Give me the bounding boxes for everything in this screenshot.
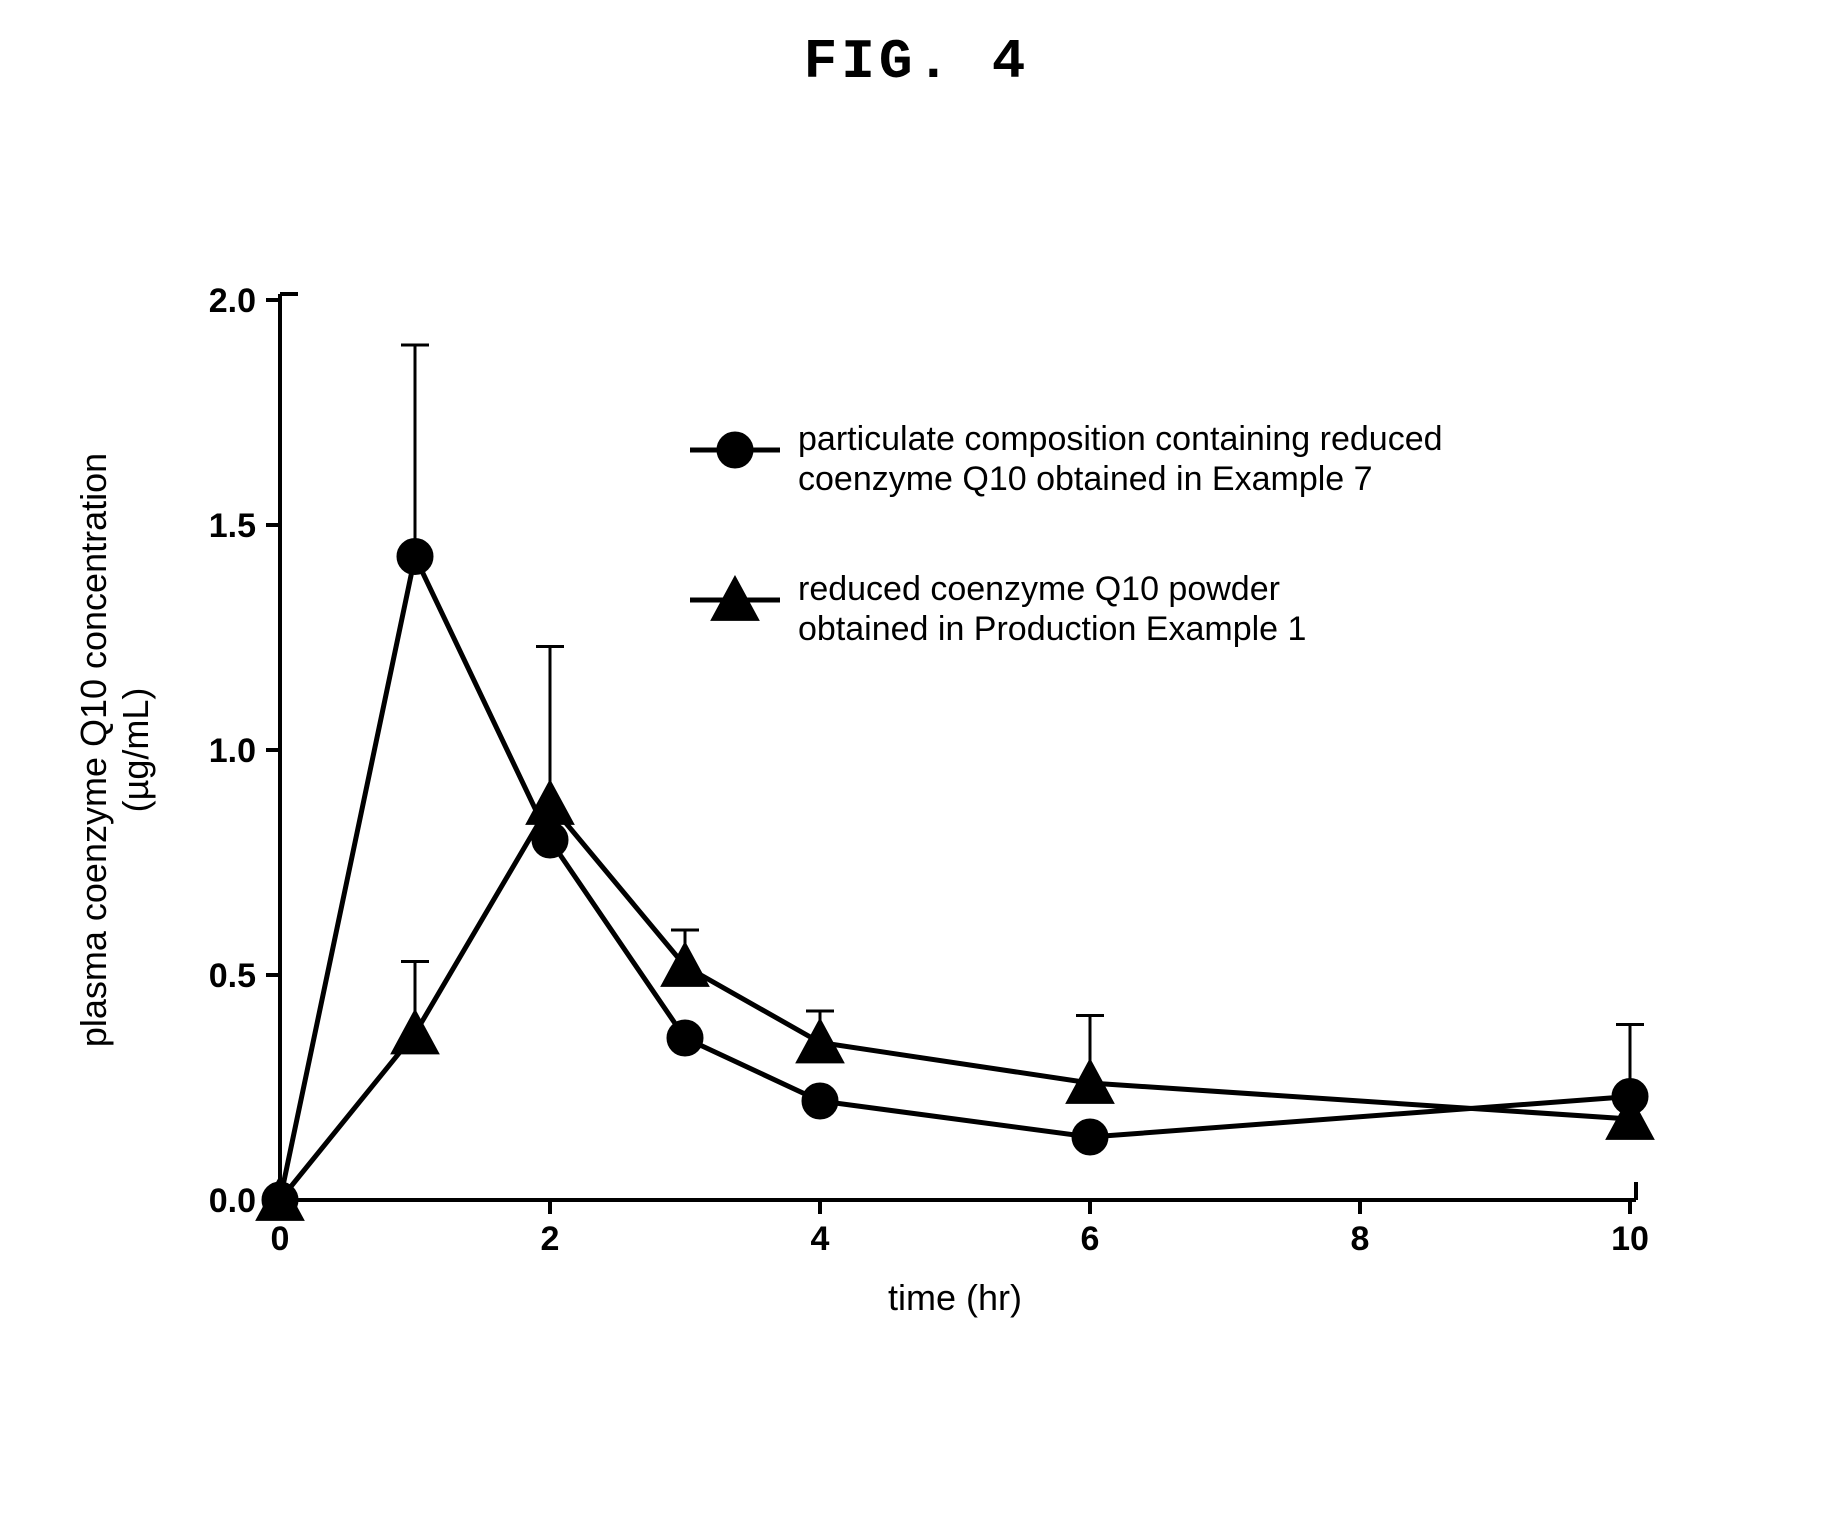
- legend-label: obtained in Production Example 1: [798, 610, 1306, 648]
- x-axis-label: time (hr): [888, 1277, 1022, 1318]
- chart-container: 0.0 0.5 1.0 1.5 2.0 0 2 4 6 8 10 time (hr) plasma co…: [50, 260, 1783, 1460]
- legend-entry-particulate: [690, 432, 780, 468]
- y-tick-label: 2.0: [209, 282, 256, 320]
- legend-label: reduced coenzyme Q10 powder: [798, 570, 1280, 608]
- legend-entry-powder: [690, 576, 780, 620]
- chart-svg: 0.0 0.5 1.0 1.5 2.0 0 2 4 6 8 10 time (hr) plasma co…: [50, 260, 1783, 1460]
- marker-powder: [391, 1010, 439, 1054]
- legend-marker-particulate: [717, 432, 753, 468]
- figure-title: FIG. 4: [0, 30, 1833, 94]
- marker-particulate: [667, 1020, 703, 1056]
- page: FIG. 4 0.0 0.5 1.0 1.5 2.0 0 2 4 6 8 10 time (hr) pl…: [0, 0, 1833, 1516]
- y-tick-label: 1.5: [209, 507, 256, 545]
- marker-powder: [796, 1019, 844, 1063]
- series-line-powder: [280, 804, 1630, 1200]
- marker-particulate: [397, 539, 433, 575]
- marker-particulate: [802, 1083, 838, 1119]
- marker-particulate: [1072, 1119, 1108, 1155]
- x-tick-label: 0: [271, 1220, 290, 1258]
- y-axis-label-group: plasma coenzyme Q10 concentration(µg/mL): [73, 453, 156, 1047]
- y-tick-label: 1.0: [209, 732, 256, 770]
- y-axis-unit: (µg/mL): [115, 688, 156, 813]
- x-tick-label: 6: [1081, 1220, 1100, 1258]
- y-axis-label: plasma coenzyme Q10 concentration: [73, 453, 114, 1047]
- legend-label: particulate composition containing reduc…: [798, 420, 1443, 458]
- legend-label: coenzyme Q10 obtained in Example 7: [798, 460, 1373, 498]
- y-tick-label: 0.0: [209, 1182, 256, 1220]
- x-tick-label: 4: [811, 1220, 830, 1258]
- x-tick-label: 2: [541, 1220, 560, 1258]
- x-tick-label: 10: [1611, 1220, 1649, 1258]
- x-tick-label: 8: [1351, 1220, 1370, 1258]
- y-tick-label: 0.5: [209, 957, 256, 995]
